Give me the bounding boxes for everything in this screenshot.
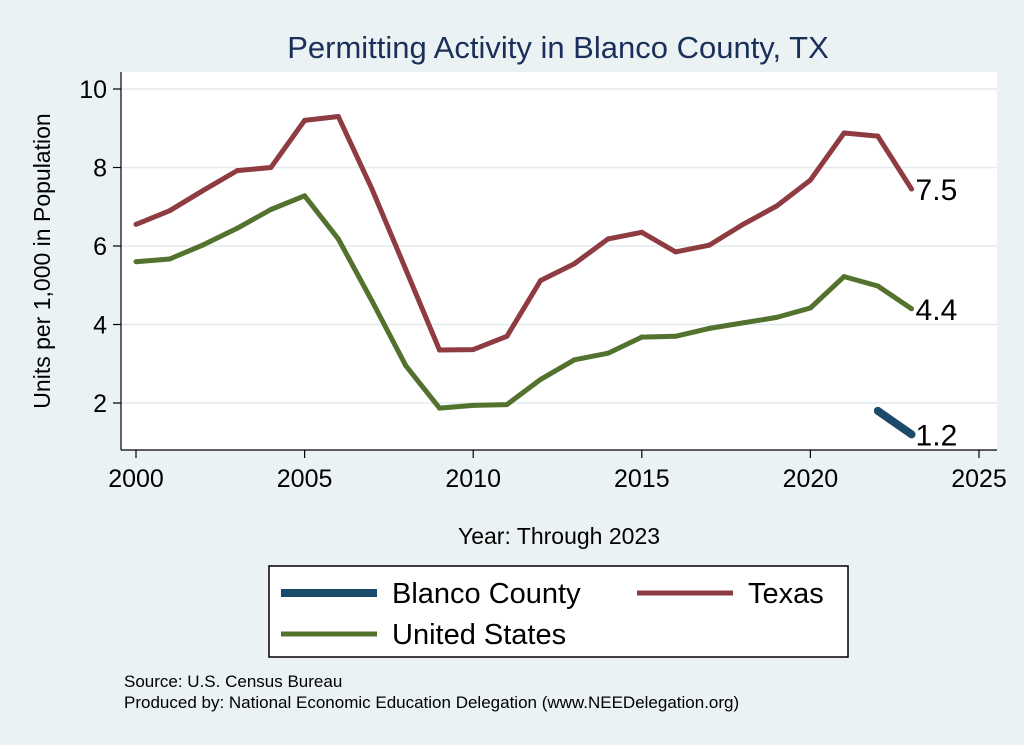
data-point	[369, 298, 375, 304]
end-value-label: 7.5	[916, 174, 958, 207]
data-point	[234, 168, 240, 174]
end-value-label: 4.4	[916, 294, 958, 327]
data-point	[538, 376, 544, 382]
data-point	[807, 305, 813, 311]
chart-title: Permitting Activity in Blanco County, TX	[287, 30, 829, 65]
data-point	[470, 402, 476, 408]
series-lines	[133, 113, 916, 439]
plot-area	[121, 72, 997, 450]
data-point	[909, 306, 915, 312]
data-point	[538, 278, 544, 284]
data-point	[571, 261, 577, 267]
data-point	[875, 283, 881, 289]
data-point	[639, 334, 645, 340]
data-point	[907, 430, 916, 439]
data-point	[740, 221, 746, 227]
data-point	[873, 406, 882, 415]
x-tick-label: 2015	[614, 465, 670, 493]
data-point	[673, 249, 679, 255]
y-tick-label: 10	[79, 76, 107, 104]
legend: Blanco County Texas United States	[268, 565, 849, 658]
y-axis-title: Units per 1,000 in Population	[29, 113, 55, 408]
y-tick-label: 6	[93, 233, 107, 261]
data-point	[167, 208, 173, 214]
data-point	[673, 333, 679, 339]
data-point	[470, 347, 476, 353]
data-point	[504, 402, 510, 408]
data-point	[403, 267, 409, 273]
source-note: Source: U.S. Census Bureau	[124, 672, 342, 691]
data-point	[909, 186, 915, 192]
x-tick-label: 2025	[951, 465, 1007, 493]
data-point	[200, 187, 206, 193]
data-point	[436, 405, 442, 411]
x-tick-label: 2000	[108, 465, 164, 493]
data-point	[706, 242, 712, 248]
data-point	[436, 347, 442, 353]
data-point	[268, 206, 274, 212]
x-axis-title: Year: Through 2023	[458, 523, 660, 549]
series-line-blanco-county	[875, 407, 914, 438]
end-value-label: 1.2	[916, 419, 958, 452]
data-point	[807, 177, 813, 183]
data-point	[167, 256, 173, 262]
producer-note: Produced by: National Economic Education…	[124, 693, 739, 712]
y-tick-label: 4	[93, 312, 107, 340]
data-point	[841, 274, 847, 280]
legend-label: United States	[392, 619, 566, 651]
data-point	[774, 203, 780, 209]
data-point	[268, 165, 274, 170]
data-point	[504, 333, 510, 339]
data-point	[571, 357, 577, 363]
data-point	[302, 193, 308, 199]
data-point	[841, 130, 847, 136]
data-point	[133, 221, 139, 227]
series-line-texas	[135, 114, 914, 353]
data-point	[335, 236, 341, 242]
data-point	[774, 314, 780, 320]
data-point	[605, 236, 611, 242]
data-point	[875, 133, 881, 139]
x-tick-label: 2010	[445, 465, 501, 493]
data-point	[133, 259, 139, 265]
data-point	[740, 320, 746, 326]
legend-label: Texas	[748, 578, 824, 610]
legend-label: Blanco County	[392, 578, 581, 610]
legend-box	[268, 565, 849, 658]
data-point	[706, 325, 712, 331]
data-point	[200, 242, 206, 248]
series-line-united-states	[135, 193, 913, 411]
y-tick-label: 2	[93, 390, 107, 418]
end-labels: 7.5 4.4 1.2	[916, 174, 958, 452]
y-tick-label: 8	[93, 155, 107, 183]
data-point	[639, 229, 645, 235]
data-point	[403, 363, 409, 369]
data-point	[302, 117, 308, 123]
x-tick-label: 2005	[277, 465, 333, 493]
data-point	[369, 186, 375, 192]
data-point	[605, 350, 611, 356]
x-tick-label: 2020	[783, 465, 839, 493]
axes: 2 4 6 8 10 2000 2005 2010 2015 2020 2025	[79, 72, 1007, 493]
data-point	[335, 113, 341, 119]
data-point	[234, 225, 240, 231]
